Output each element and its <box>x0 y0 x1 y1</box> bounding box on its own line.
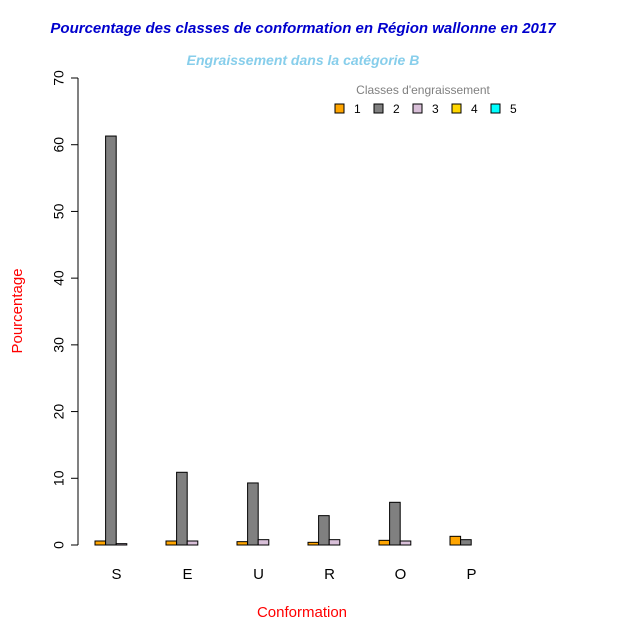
y-tick-label: 60 <box>51 137 67 153</box>
legend-swatch-5 <box>490 103 501 114</box>
bar-O-class-1 <box>378 539 391 546</box>
y-axis-title: Pourcentage <box>9 268 26 353</box>
legend-title: Classes d'engraissement <box>356 83 490 97</box>
x-axis-title: Conformation <box>257 604 347 621</box>
bar-O-class-3 <box>399 540 412 546</box>
bar-S-class-2 <box>105 135 117 546</box>
bar-U-class-1 <box>236 541 249 546</box>
y-tick-label: 0 <box>51 541 67 549</box>
x-tick-label: S <box>111 566 121 583</box>
bar-U-class-2 <box>247 482 259 546</box>
chart-title: Pourcentage des classes de conformation … <box>50 20 556 37</box>
legend-label-2: 2 <box>393 102 400 116</box>
bar-R-class-2 <box>318 515 330 546</box>
bar-R-class-3 <box>328 539 341 546</box>
x-tick-label: R <box>324 566 335 583</box>
bar-E-class-1 <box>165 540 178 546</box>
bar-S-class-3 <box>115 543 128 546</box>
x-tick-label: P <box>466 566 476 583</box>
y-tick-label: 70 <box>51 70 67 86</box>
x-tick-label: O <box>395 566 407 583</box>
y-tick-label: 40 <box>51 270 67 286</box>
y-tick-label: 10 <box>51 470 67 486</box>
y-tick-label: 30 <box>51 337 67 353</box>
legend-swatch-2 <box>373 103 384 114</box>
legend-label-3: 3 <box>432 102 439 116</box>
x-tick-label: U <box>253 566 264 583</box>
legend-label-4: 4 <box>471 102 478 116</box>
bar-P-class-1 <box>449 535 462 546</box>
y-tick-label: 50 <box>51 203 67 219</box>
x-tick-label: E <box>182 566 192 583</box>
legend-label-5: 5 <box>510 102 517 116</box>
y-tick-label: 20 <box>51 404 67 420</box>
bar-S-class-1 <box>94 540 107 546</box>
legend-swatch-1 <box>334 103 345 114</box>
bar-U-class-3 <box>257 539 270 546</box>
bar-O-class-2 <box>389 501 401 546</box>
legend-swatch-3 <box>412 103 423 114</box>
bar-E-class-2 <box>176 471 188 546</box>
bar-P-class-2 <box>460 539 472 546</box>
legend-swatch-4 <box>451 103 462 114</box>
legend-label-1: 1 <box>354 102 361 116</box>
bar-R-class-1 <box>307 541 320 546</box>
chart-subtitle: Engraissement dans la catégorie B <box>186 52 420 68</box>
bar-E-class-3 <box>186 540 199 546</box>
